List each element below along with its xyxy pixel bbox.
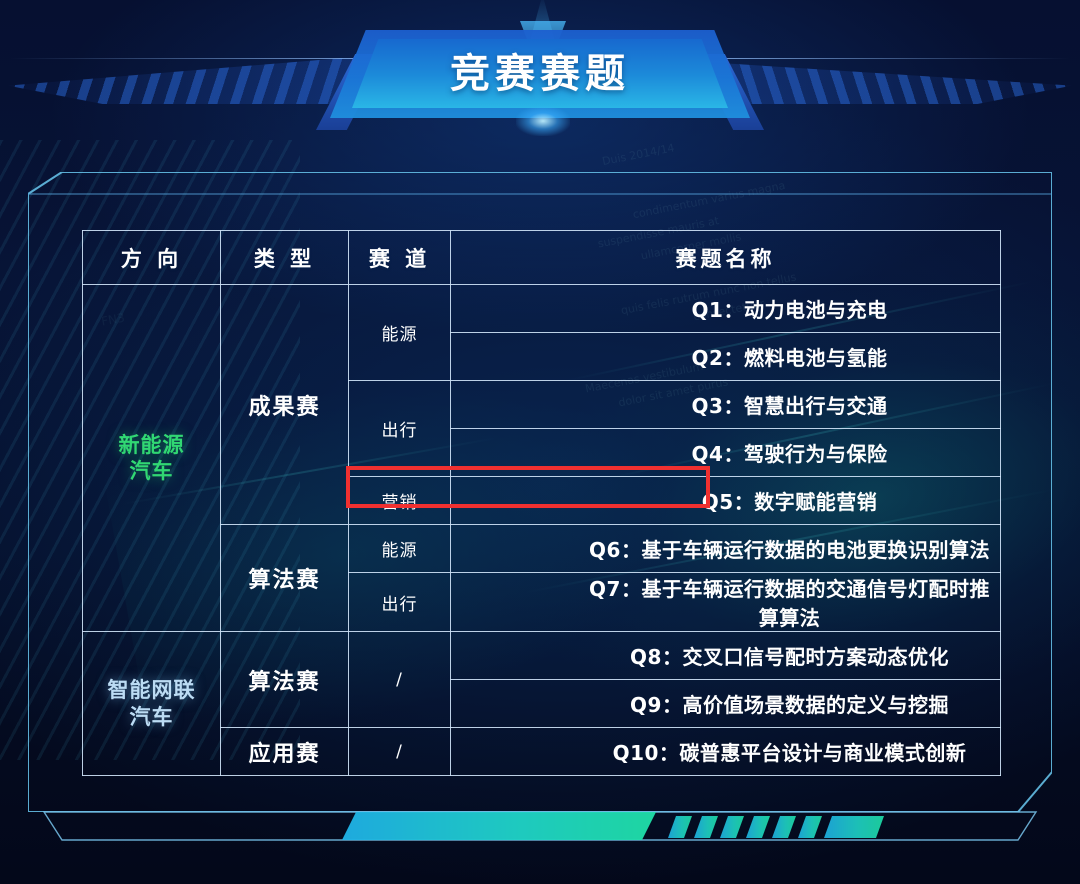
cell-direction-new-energy: 新能源 汽车 bbox=[82, 284, 221, 632]
cell-topic-q9: Q9：高价值场景数据的定义与挖掘 bbox=[450, 679, 1001, 728]
cell-track-none-2: / bbox=[348, 727, 451, 776]
table-row: Q9：高价值场景数据的定义与挖掘 bbox=[83, 679, 1001, 728]
cell-topic-q6: Q6：基于车辆运行数据的电池更换识别算法 bbox=[450, 524, 1001, 573]
direction-line-1: 新能源 bbox=[118, 432, 185, 457]
cell-track-energy-1: 能源 bbox=[348, 284, 451, 381]
table-row: 出行 Q3：智慧出行与交通 bbox=[83, 380, 1001, 477]
bottom-decor-bar bbox=[36, 806, 1046, 848]
competition-topics-table: 方 向 类 型 赛 道 赛题名称 新能源 汽车 成果赛 能源 Q1：动力电池与充… bbox=[82, 230, 1001, 776]
table-row: 智能网联 汽车 算法赛 / Q8：交叉口信号配时方案动态优化 bbox=[82, 631, 1001, 776]
cell-topic-q1: Q1：动力电池与充电 bbox=[450, 284, 1001, 333]
table-header-row: 方 向 类 型 赛 道 赛题名称 bbox=[82, 230, 1001, 285]
cell-type-application: 应用赛 bbox=[220, 727, 349, 776]
cell-direction-intelligent-connected: 智能网联 汽车 bbox=[82, 631, 221, 776]
banner-plate: 竞赛赛题 bbox=[330, 30, 750, 118]
cell-type-algorithm-2: 算法赛 bbox=[220, 631, 349, 728]
cell-topic-q2: Q2：燃料电池与氢能 bbox=[450, 332, 1001, 381]
cell-topic-q10: Q10：碳普惠平台设计与商业模式创新 bbox=[450, 727, 1001, 776]
direction-line-2: 汽车 bbox=[129, 459, 174, 483]
table-row: Q2：燃料电池与氢能 bbox=[83, 332, 1001, 381]
col-header-name: 赛题名称 bbox=[450, 230, 1001, 285]
frame-accent-top bbox=[28, 194, 1052, 220]
page-title: 竞赛赛题 bbox=[450, 50, 630, 97]
col-header-direction: 方 向 bbox=[82, 230, 221, 285]
banner-plate-inner: 竞赛赛题 bbox=[352, 39, 728, 108]
direction-line-1: 智能网联 bbox=[107, 678, 196, 703]
table-row-highlighted: 营销 Q5：数字赋能营销 bbox=[83, 476, 1001, 525]
cell-track-marketing: 营销 bbox=[348, 476, 451, 525]
table-row: 新能源 汽车 成果赛 能源 Q1：动力电池与充电 bbox=[82, 284, 1001, 632]
cell-track-travel-2: 出行 bbox=[348, 572, 451, 632]
cell-track-travel-1: 出行 bbox=[348, 380, 451, 477]
cell-topic-q7: Q7：基于车辆运行数据的交通信号灯配时推算算法 bbox=[450, 572, 1001, 632]
cell-type-achievement: 成果赛 bbox=[220, 284, 349, 525]
cell-track-energy-2: 能源 bbox=[348, 524, 451, 573]
table-row: 出行 Q7：基于车辆运行数据的交通信号灯配时推算算法 bbox=[83, 572, 1001, 632]
cell-topic-q3: Q3：智慧出行与交通 bbox=[450, 380, 1001, 429]
table-row: Q4：驾驶行为与保险 bbox=[83, 428, 1001, 477]
cell-track-none-1: / bbox=[348, 631, 451, 728]
direction-line-2: 汽车 bbox=[129, 704, 174, 729]
banner-hairline-right bbox=[650, 58, 1070, 59]
cell-topic-q4: Q4：驾驶行为与保险 bbox=[450, 428, 1001, 477]
col-header-track: 赛 道 bbox=[348, 230, 451, 285]
svg-text:condimentum varius magna: condimentum varius magna bbox=[632, 179, 787, 221]
table-row: 算法赛 能源 Q6：基于车辆运行数据的电池更换识别算法 bbox=[83, 524, 1001, 632]
cell-topic-q5: Q5：数字赋能营销 bbox=[450, 476, 1001, 525]
cell-type-algorithm-1: 算法赛 bbox=[220, 524, 349, 632]
cell-topic-q8: Q8：交叉口信号配时方案动态优化 bbox=[450, 631, 1001, 680]
col-header-type: 类 型 bbox=[220, 230, 349, 285]
table-row: 应用赛 / Q10：碳普惠平台设计与商业模式创新 bbox=[83, 727, 1001, 776]
banner-hairline-left bbox=[10, 58, 430, 59]
